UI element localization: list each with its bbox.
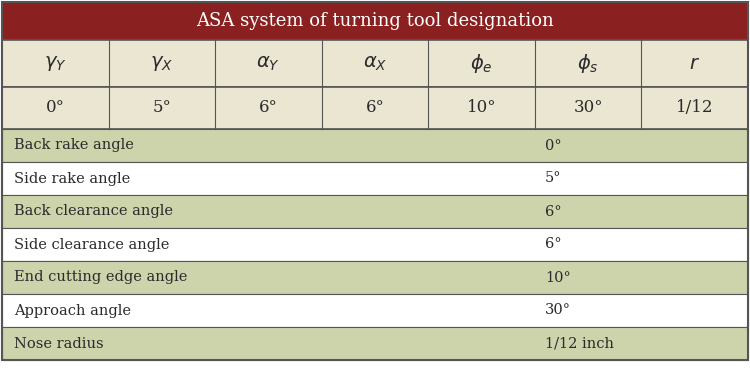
Bar bbox=[2, 228, 748, 261]
Text: $\phi_s$: $\phi_s$ bbox=[578, 52, 599, 75]
Text: Nose radius: Nose radius bbox=[14, 336, 104, 350]
Text: 0°: 0° bbox=[544, 138, 562, 152]
Text: Side rake angle: Side rake angle bbox=[14, 171, 130, 185]
Bar bbox=[2, 87, 748, 129]
Text: 30°: 30° bbox=[573, 99, 603, 117]
Text: $\gamma_X$: $\gamma_X$ bbox=[150, 54, 173, 73]
Text: End cutting edge angle: End cutting edge angle bbox=[14, 270, 188, 284]
Text: $\alpha_X$: $\alpha_X$ bbox=[363, 54, 387, 73]
Bar bbox=[2, 327, 748, 360]
Text: $\alpha_Y$: $\alpha_Y$ bbox=[256, 54, 280, 73]
Text: 6°: 6° bbox=[544, 237, 562, 251]
Text: $r$: $r$ bbox=[689, 54, 700, 73]
Text: 1/12 inch: 1/12 inch bbox=[544, 336, 614, 350]
Text: Back clearance angle: Back clearance angle bbox=[14, 205, 173, 219]
Text: 6°: 6° bbox=[544, 205, 562, 219]
Text: $\gamma_Y$: $\gamma_Y$ bbox=[44, 54, 67, 73]
Text: 5°: 5° bbox=[152, 99, 171, 117]
Text: 30°: 30° bbox=[544, 304, 571, 318]
Text: Approach angle: Approach angle bbox=[14, 304, 131, 318]
Bar bbox=[2, 129, 748, 162]
Bar bbox=[2, 261, 748, 294]
Text: 5°: 5° bbox=[544, 171, 561, 185]
Bar bbox=[2, 2, 748, 40]
Bar bbox=[2, 294, 748, 327]
Text: 0°: 0° bbox=[46, 99, 64, 117]
Text: 10°: 10° bbox=[544, 270, 571, 284]
Text: $\phi_e$: $\phi_e$ bbox=[470, 52, 493, 75]
Bar bbox=[2, 195, 748, 228]
Text: Back rake angle: Back rake angle bbox=[14, 138, 134, 152]
Text: 6°: 6° bbox=[365, 99, 385, 117]
Text: 10°: 10° bbox=[466, 99, 496, 117]
Text: Side clearance angle: Side clearance angle bbox=[14, 237, 170, 251]
Text: 6°: 6° bbox=[259, 99, 278, 117]
Bar bbox=[2, 40, 748, 87]
Bar bbox=[2, 162, 748, 195]
Text: ASA system of turning tool designation: ASA system of turning tool designation bbox=[196, 12, 554, 30]
Text: 1/12: 1/12 bbox=[676, 99, 713, 117]
